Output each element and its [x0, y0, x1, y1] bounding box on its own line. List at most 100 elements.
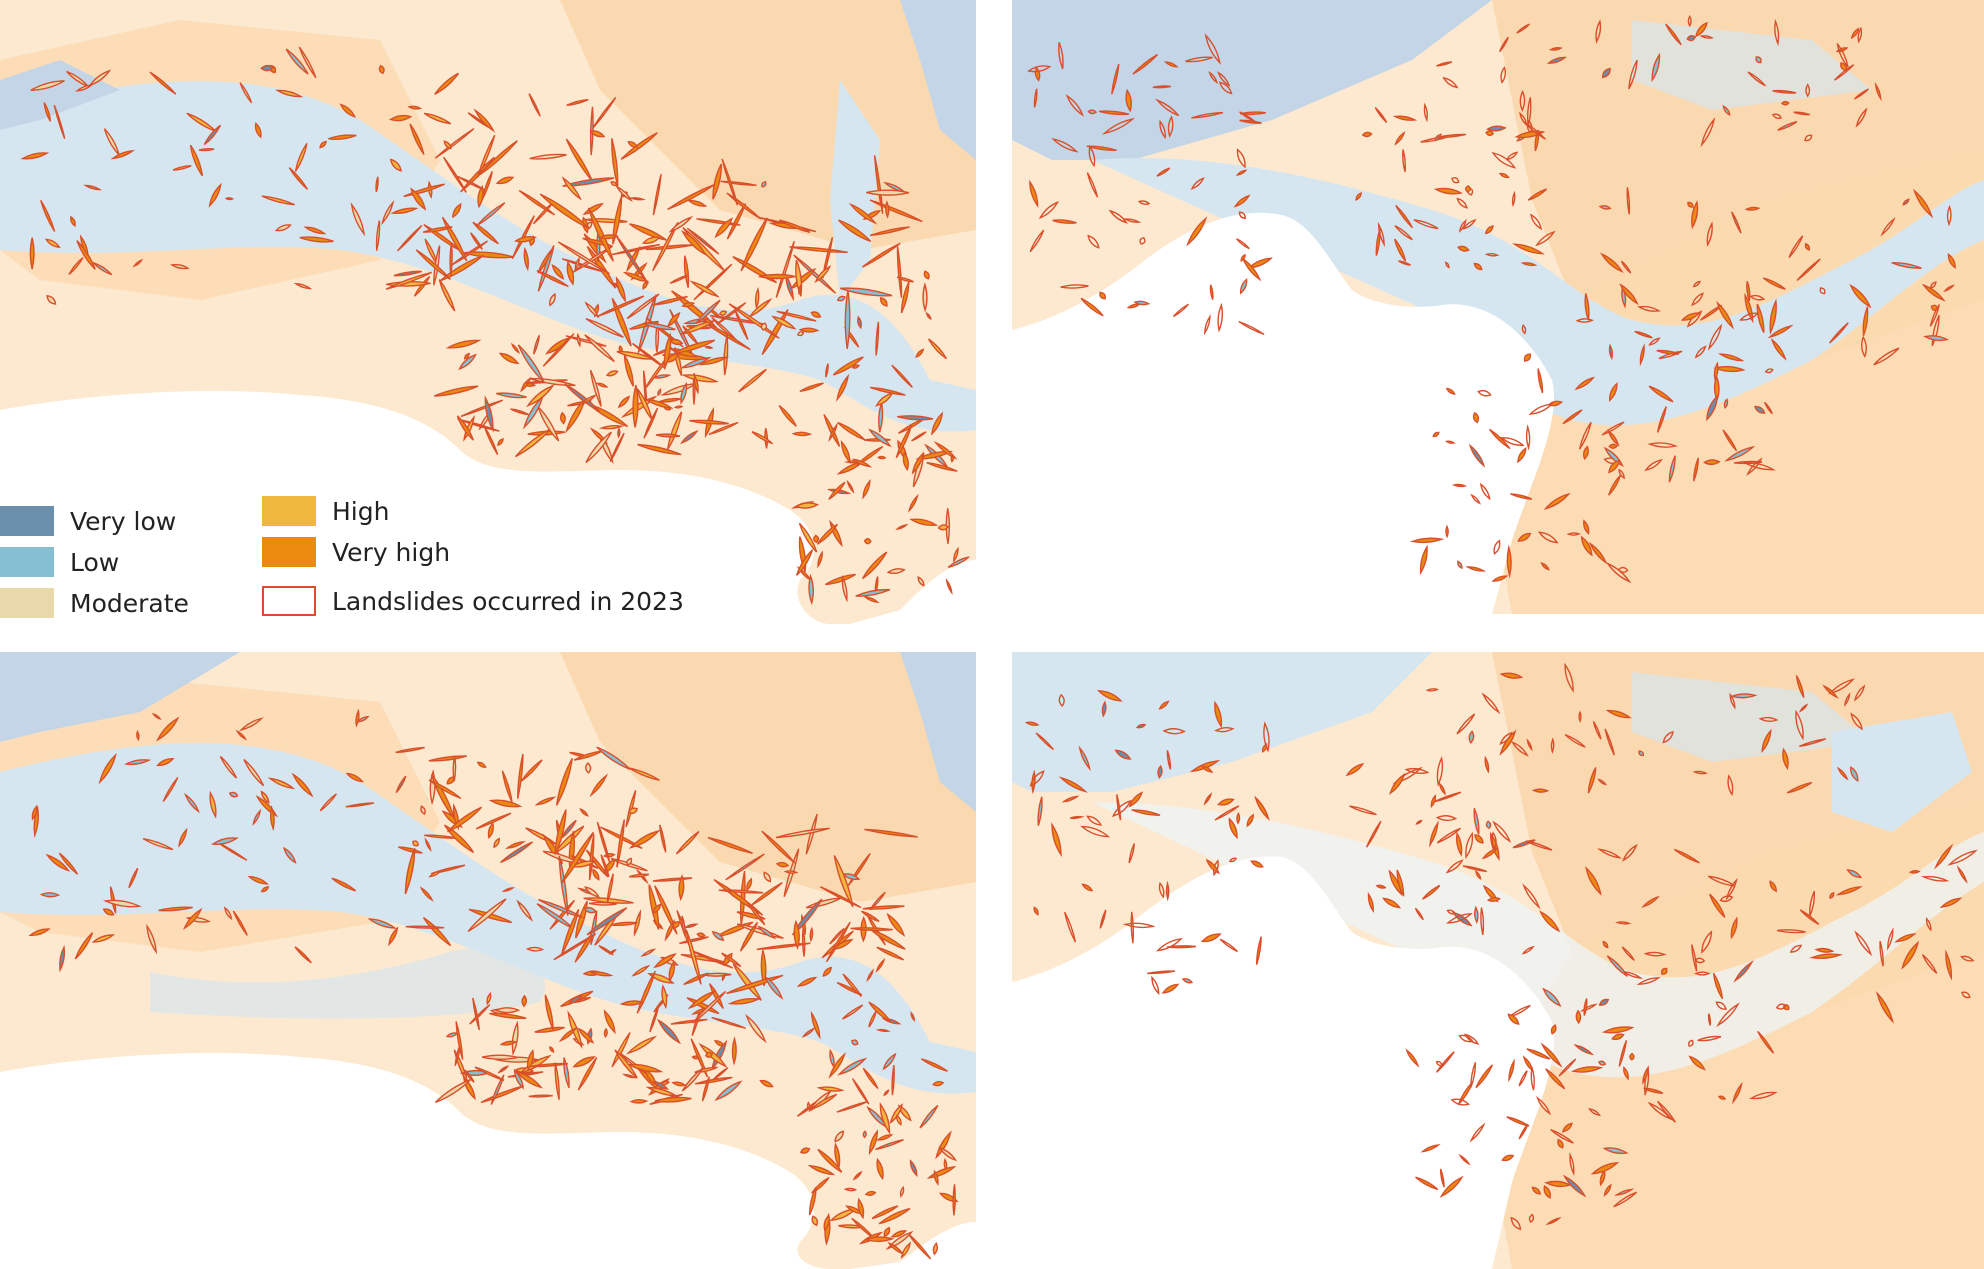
landslide-polygon — [1035, 732, 1054, 751]
landslide-polygon — [829, 1048, 835, 1069]
landslide-polygon — [1808, 890, 1816, 917]
landslide-polygon — [1860, 335, 1868, 359]
landslide-polygon — [610, 921, 638, 927]
landslide-polygon — [1058, 693, 1065, 708]
landslide-polygon — [1833, 64, 1855, 81]
landslide-polygon — [681, 1067, 704, 1092]
landslide-polygon — [611, 297, 632, 347]
landslide-polygon — [794, 502, 820, 509]
landslide-polygon — [1510, 1216, 1522, 1231]
landslide-polygon — [488, 799, 523, 808]
landslide-polygon — [836, 373, 850, 402]
landslide-polygon — [817, 1148, 843, 1173]
landslide-polygon — [1465, 185, 1472, 193]
landslide-polygon — [1661, 967, 1668, 975]
landslide-polygon — [445, 339, 482, 349]
landslide-polygon — [728, 303, 780, 339]
landslide-polygon — [544, 994, 554, 1031]
landslide-polygon — [444, 824, 475, 854]
landslide-polygon — [345, 772, 364, 783]
landslide-polygon — [806, 1101, 811, 1111]
landslide-polygon — [805, 813, 818, 855]
landslide-polygon — [1603, 1183, 1612, 1197]
landslide-polygon — [795, 549, 814, 576]
landslide-polygon — [110, 149, 136, 160]
landslide-polygon — [1921, 283, 1946, 302]
landslide-polygon — [1843, 692, 1851, 707]
landslide-polygon — [868, 428, 892, 448]
sea — [850, 560, 976, 624]
landslide-polygon — [783, 870, 799, 874]
landslide-polygon — [339, 103, 356, 118]
landslide-polygon — [1099, 909, 1107, 929]
landslide-polygon — [875, 957, 886, 973]
landslide-polygon — [74, 932, 94, 960]
landslide-polygon — [669, 274, 689, 284]
landslide-polygon — [449, 243, 453, 276]
landslide-polygon — [1491, 831, 1497, 850]
landslide-polygon — [1724, 445, 1756, 462]
landslide-polygon — [1761, 728, 1772, 754]
landslide-polygon — [1925, 917, 1932, 932]
landslide-polygon — [739, 921, 759, 952]
landslide-polygon — [514, 428, 552, 458]
landslide-polygon — [398, 846, 423, 854]
landslide-polygon — [953, 546, 959, 563]
landslide-polygon — [801, 927, 806, 957]
landslide-polygon — [866, 189, 910, 196]
landslide-polygon — [495, 176, 515, 185]
landslide-polygon — [1697, 1035, 1722, 1042]
landslide-polygon — [1648, 385, 1674, 403]
landslide-polygon — [132, 258, 144, 268]
landslide-polygon — [748, 298, 773, 318]
landslide-polygon — [636, 388, 653, 420]
landslide-polygon — [863, 1236, 895, 1243]
landslide-polygon — [726, 203, 747, 240]
landslide-polygon — [178, 827, 188, 848]
landslide-polygon — [1212, 859, 1219, 877]
landslide-polygon — [1236, 148, 1246, 169]
landslide-polygon — [1375, 228, 1381, 256]
landslide-polygon — [1429, 820, 1439, 848]
landslide-polygon — [1468, 443, 1486, 468]
landslide-polygon — [557, 241, 610, 275]
landslide-polygon — [102, 908, 115, 916]
landslide-polygon — [1611, 1033, 1625, 1041]
landslide-polygon — [375, 176, 379, 193]
landslide-polygon — [1473, 262, 1483, 271]
landslide-polygon — [922, 282, 928, 313]
landslide-polygon — [1200, 765, 1214, 773]
landslide-polygon — [1208, 71, 1219, 84]
landslide-polygon — [1853, 88, 1869, 100]
landslide-polygon — [573, 750, 603, 761]
landslide-polygon — [714, 217, 734, 238]
landslide-polygon — [883, 1226, 891, 1238]
landslide-polygon — [1398, 260, 1411, 266]
landslide-polygon — [679, 936, 709, 945]
landslide-polygon — [1033, 906, 1039, 916]
landslide-polygon — [667, 411, 683, 450]
landslide-polygon — [1592, 721, 1602, 740]
landslide-layer — [28, 708, 959, 1260]
legend-label: Moderate — [70, 588, 189, 618]
landslide-polygon — [1155, 98, 1180, 117]
landslide-polygon — [537, 248, 553, 274]
landslide-polygon — [1526, 738, 1533, 752]
landslide-polygon — [1394, 238, 1407, 262]
landslide-polygon — [615, 234, 649, 285]
landslide-polygon — [1647, 1101, 1673, 1121]
legend-swatch — [262, 496, 316, 526]
landslide-polygon — [554, 1062, 560, 1100]
landslide-polygon — [1218, 81, 1233, 95]
landslide-polygon — [1880, 216, 1896, 237]
landslide-polygon — [523, 246, 529, 272]
landslide-polygon — [911, 431, 927, 442]
landslide-polygon — [1506, 544, 1512, 579]
landslide-polygon — [1506, 1116, 1530, 1127]
landslide-polygon — [1717, 353, 1745, 362]
landslide-polygon — [1029, 179, 1039, 208]
landslide-polygon — [91, 261, 113, 276]
landslide-polygon — [746, 902, 766, 926]
landslide-polygon — [1623, 1066, 1629, 1081]
landslide-polygon — [1263, 721, 1270, 753]
